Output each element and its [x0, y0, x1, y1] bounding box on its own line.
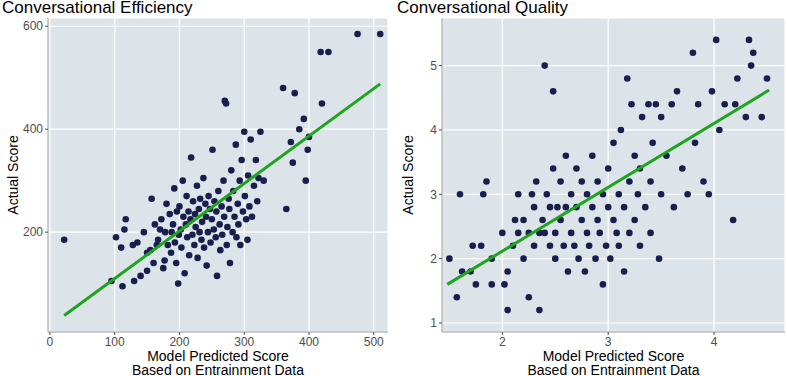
html-text:Actual Score: Actual Score [400, 135, 416, 215]
svg-text:1: 1 [430, 316, 437, 330]
svg-text:2: 2 [499, 335, 506, 349]
html-text:Model Predicted Score: Model Predicted Score [542, 348, 685, 364]
svg-text:2: 2 [430, 252, 437, 266]
svg-text:4: 4 [430, 123, 437, 137]
svg-text:500: 500 [364, 335, 384, 349]
svg-text:400: 400 [299, 335, 319, 349]
svg-text:3: 3 [430, 188, 437, 202]
svg-text:0: 0 [47, 335, 54, 349]
html-text:Actual Score: Actual Score [5, 135, 21, 215]
svg-text:300: 300 [234, 335, 254, 349]
svg-text:600: 600 [23, 19, 43, 33]
svg-text:3: 3 [605, 335, 612, 349]
svg-text:200: 200 [169, 335, 189, 349]
svg-text:400: 400 [23, 122, 43, 136]
svg-text:200: 200 [23, 225, 43, 239]
html-text:Model Predicted Score: Model Predicted Score [147, 348, 289, 364]
svg-text:100: 100 [105, 335, 125, 349]
svg-text:4: 4 [711, 335, 718, 349]
svg-text:5: 5 [430, 59, 437, 73]
